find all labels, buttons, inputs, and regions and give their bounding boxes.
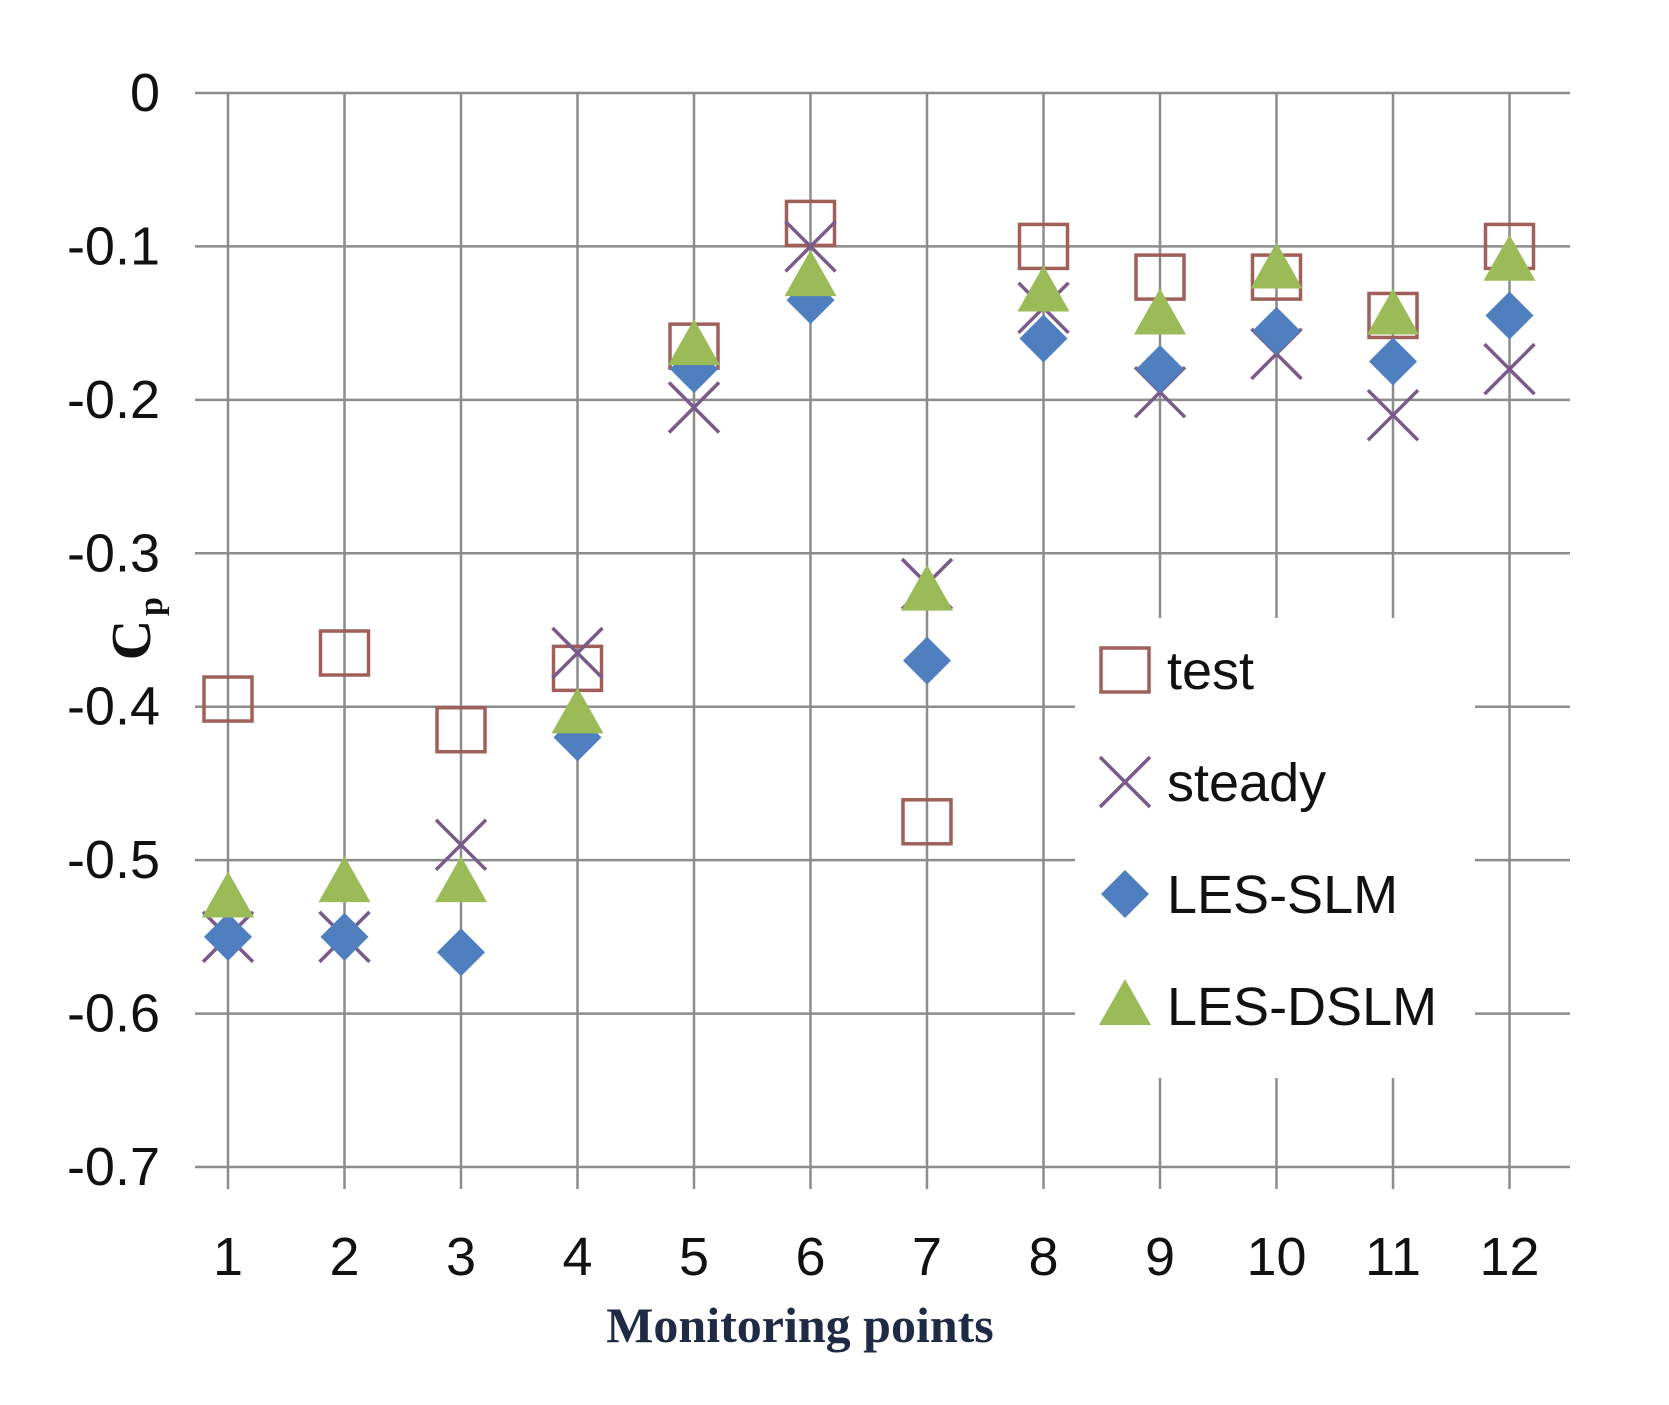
legend-label-les-dslm: LES-DSLM	[1167, 977, 1437, 1037]
x-axis-label: Monitoring points	[606, 1297, 994, 1353]
point-les-slm	[1136, 345, 1184, 394]
legend-item-les-slm: LES-SLM	[1101, 865, 1398, 925]
series-les-slm	[204, 276, 1534, 977]
point-les-slm	[204, 912, 252, 961]
legend: test steady LES-SLM LES-DSLM	[1098, 641, 1437, 1037]
legend-item-steady: steady	[1098, 753, 1326, 813]
y-tick-label: -0.1	[67, 216, 160, 276]
svg-text:p: p	[133, 597, 170, 616]
x-tick-label: 10	[1246, 1227, 1306, 1287]
legend-item-les-dslm: LES-DSLM	[1099, 977, 1437, 1037]
x-tick-label: 4	[562, 1227, 592, 1287]
point-les-slm	[903, 636, 951, 685]
svg-text:C: C	[101, 620, 163, 660]
point-test	[202, 675, 254, 723]
point-steady	[784, 220, 837, 273]
point-les-dslm	[1134, 288, 1186, 335]
y-tick-label: -0.2	[67, 370, 160, 430]
point-les-dslm	[901, 564, 953, 611]
point-test	[435, 705, 487, 754]
point-les-dslm	[784, 250, 837, 297]
point-les-dslm	[1483, 234, 1536, 281]
y-tick-label: -0.7	[67, 1137, 160, 1197]
point-steady	[434, 818, 488, 872]
x-tick-label: 2	[329, 1227, 359, 1287]
point-les-dslm	[1367, 288, 1419, 335]
point-les-slm	[1369, 337, 1417, 386]
x-axis-ticks: 1 2 3 4 5 6 7 8 9 10 11 12	[213, 1227, 1540, 1287]
legend-marker-test	[1099, 646, 1151, 694]
point-steady	[551, 626, 604, 680]
x-tick-label: 3	[446, 1227, 476, 1287]
point-les-dslm	[202, 871, 254, 918]
point-les-dslm	[435, 856, 487, 903]
point-test	[318, 629, 371, 677]
x-tick-label: 6	[795, 1227, 825, 1287]
y-tick-label: -0.4	[67, 677, 160, 737]
point-les-slm	[1252, 306, 1301, 355]
legend-marker-steady	[1098, 755, 1152, 809]
y-axis-label: C p	[101, 597, 170, 660]
x-tick-label: 1	[213, 1227, 243, 1287]
point-steady	[667, 381, 721, 434]
y-tick-label: -0.3	[67, 523, 160, 583]
y-tick-label: 0	[130, 63, 160, 123]
point-les-slm	[1019, 314, 1068, 363]
x-tick-label: 5	[679, 1227, 709, 1287]
legend-item-test: test	[1099, 641, 1254, 701]
point-les-dslm	[551, 687, 604, 734]
point-test	[901, 798, 953, 846]
legend-label-test: test	[1167, 641, 1254, 701]
x-tick-label: 8	[1028, 1227, 1058, 1287]
x-tick-label: 7	[912, 1227, 942, 1287]
y-tick-label: -0.6	[67, 984, 160, 1044]
legend-marker-les-dslm	[1099, 979, 1151, 1025]
x-tick-label: 9	[1145, 1227, 1175, 1287]
point-steady	[1483, 342, 1536, 396]
data-marks	[201, 199, 1536, 977]
x-tick-label: 11	[1365, 1227, 1421, 1287]
point-les-dslm	[318, 856, 371, 903]
legend-background	[1075, 618, 1475, 1078]
legend-label-les-slm: LES-SLM	[1167, 865, 1398, 925]
point-les-dslm	[1250, 242, 1303, 289]
point-les-dslm	[668, 319, 720, 366]
point-les-dslm	[1017, 265, 1070, 312]
x-tick-label: 12	[1479, 1227, 1539, 1287]
point-les-slm	[320, 912, 369, 961]
legend-marker-les-slm	[1101, 870, 1149, 918]
point-les-slm	[437, 928, 485, 977]
series-les-dslm	[202, 234, 1536, 918]
y-axis-ticks: 0 -0.1 -0.2 -0.3 -0.4 -0.5 -0.6 -0.7	[67, 63, 160, 1197]
point-steady	[1366, 388, 1420, 442]
y-tick-label: -0.5	[67, 830, 160, 890]
legend-label-steady: steady	[1167, 753, 1326, 813]
point-les-slm	[1485, 291, 1534, 340]
